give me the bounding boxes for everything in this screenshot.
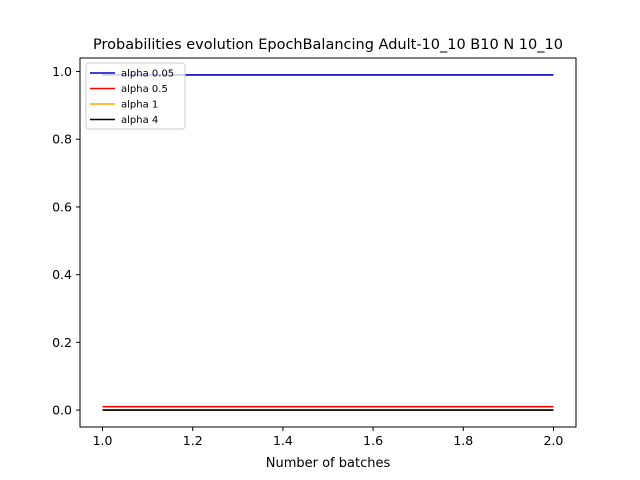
legend-label: alpha 0.05 xyxy=(121,69,174,80)
y-tick-label: 1.0 xyxy=(52,64,72,79)
chart-title: Probabilities evolution EpochBalancing A… xyxy=(93,37,563,53)
y-tick-label: 0.8 xyxy=(52,132,72,147)
x-tick-label: 1.2 xyxy=(183,433,203,448)
x-tick-label: 1.8 xyxy=(453,433,473,448)
legend-label: alpha 4 xyxy=(121,115,158,126)
y-tick-label: 0.6 xyxy=(52,199,72,214)
y-tick-label: 0.2 xyxy=(52,335,72,350)
legend-box xyxy=(85,62,186,130)
x-axis: 1.0 1.2 1.4 1.6 1.8 2.0 xyxy=(93,427,564,448)
x-tick-label: 1.0 xyxy=(93,433,113,448)
x-tick-label: 2.0 xyxy=(544,433,564,448)
x-tick-label: 1.6 xyxy=(363,433,383,448)
legend: alpha 0.05 alpha 0.5 alpha 1 alpha 4 xyxy=(85,62,186,130)
y-axis: 0.0 0.2 0.4 0.6 0.8 1.0 xyxy=(52,64,80,418)
plot-frame xyxy=(79,57,577,428)
legend-label: alpha 1 xyxy=(121,100,158,111)
y-tick-label: 0.0 xyxy=(52,403,72,418)
y-tick-label: 0.4 xyxy=(52,267,72,282)
x-tick-label: 1.4 xyxy=(273,433,293,448)
x-axis-label: Number of batches xyxy=(266,456,391,471)
legend-label: alpha 0.5 xyxy=(121,84,168,95)
